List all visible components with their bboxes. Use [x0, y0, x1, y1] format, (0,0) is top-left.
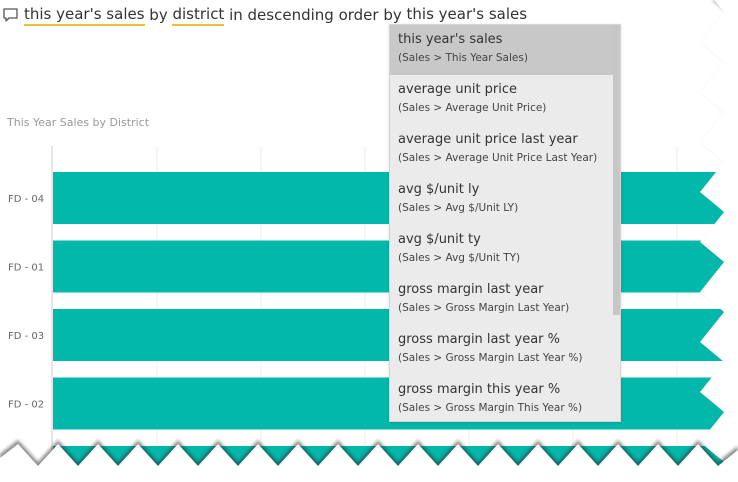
- chart-y-labels: FD - 04 FD - 01 FD - 03 FD - 02: [8, 194, 44, 411]
- suggestion-field-path: (Sales > Gross Margin Last Year): [398, 302, 570, 314]
- suggestion-field-path: (Sales > Average Unit Price): [398, 102, 547, 114]
- suggestion-field-path: (Sales > Average Unit Price Last Year): [398, 152, 598, 164]
- y-tick-label: FD - 03: [8, 331, 44, 342]
- chart-title: This Year Sales by District: [7, 116, 150, 129]
- suggestion-term: gross margin this year %: [398, 382, 561, 397]
- suggestion-item[interactable]: avg $/unit ly (Sales > Avg $/Unit LY): [390, 175, 613, 225]
- suggestion-term: avg $/unit ty: [398, 232, 481, 247]
- suggestion-term: gross margin last year: [398, 282, 544, 297]
- suggestions-dropdown[interactable]: this year's sales (Sales > This Year Sale…: [389, 24, 621, 422]
- suggestion-item[interactable]: average unit price last year (Sales > Ave…: [390, 125, 613, 175]
- suggestion-field-path: (Sales > Avg $/Unit TY): [398, 252, 521, 264]
- suggestion-field-path: (Sales > Gross Margin Last Year %): [398, 352, 583, 364]
- suggestion-item[interactable]: this year's sales (Sales > This Year Sale…: [390, 25, 613, 75]
- suggestions-list: this year's sales (Sales > This Year Sale…: [390, 25, 620, 421]
- qa-text-connector: by: [144, 6, 173, 24]
- suggestion-item[interactable]: gross margin last year % (Sales > Gross M…: [390, 325, 613, 375]
- dropdown-scrollbar[interactable]: [613, 25, 620, 315]
- suggestion-field-path: (Sales > Gross Margin This Year %): [398, 402, 583, 414]
- suggestion-field-path: (Sales > This Year Sales): [398, 52, 528, 64]
- qa-token-measure[interactable]: this year's sales: [24, 5, 145, 26]
- y-tick-label: FD - 02: [8, 400, 44, 411]
- suggestion-item[interactable]: average unit price (Sales > Average Unit …: [390, 75, 613, 125]
- bar[interactable]: [53, 446, 733, 482]
- suggestion-term: avg $/unit ly: [398, 182, 480, 197]
- y-tick-label: FD - 01: [8, 263, 44, 274]
- suggestion-item[interactable]: gross margin last year (Sales > Gross Mar…: [390, 275, 613, 325]
- qa-text-connector: in descending order by: [224, 6, 407, 24]
- suggestion-term: average unit price last year: [398, 132, 578, 147]
- qa-token-field[interactable]: district: [172, 5, 225, 26]
- suggestion-field-path: (Sales > Avg $/Unit LY): [398, 202, 519, 214]
- suggestion-item[interactable]: avg $/unit ty (Sales > Avg $/Unit TY): [390, 225, 613, 275]
- suggestion-term: gross margin last year %: [398, 332, 560, 347]
- suggestion-term: this year's sales: [398, 32, 503, 47]
- speech-bubble-icon: [2, 6, 20, 24]
- suggestion-item[interactable]: gross margin this year % (Sales > Gross M…: [390, 375, 613, 421]
- y-tick-label: FD - 04: [8, 194, 44, 205]
- suggestion-term: average unit price: [398, 82, 518, 97]
